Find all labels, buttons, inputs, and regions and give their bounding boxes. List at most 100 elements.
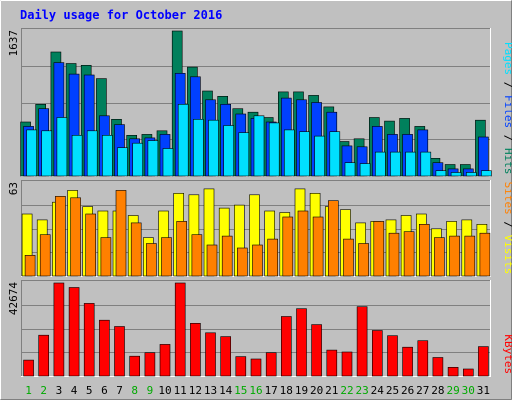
legend-entry: /	[502, 215, 512, 235]
bar-sites	[221, 235, 233, 277]
x-tick-label: 1	[25, 384, 32, 397]
bar-sites	[130, 222, 142, 277]
bar-sites	[479, 232, 491, 277]
bar-pages	[299, 131, 310, 177]
bar-pages	[450, 172, 462, 177]
bar-pages	[420, 151, 432, 177]
bar-sites	[267, 238, 279, 277]
bar-pages	[314, 135, 325, 177]
bar-sites	[70, 197, 81, 277]
y-max-label: 42674	[7, 282, 20, 315]
legend-entry: Hits	[502, 148, 512, 175]
bar-sites	[191, 234, 203, 277]
bar-pages	[41, 130, 53, 177]
bar-kbytes	[326, 349, 338, 377]
x-tick-label: 5	[86, 384, 93, 397]
bar-pages	[102, 135, 113, 177]
bar-pages	[177, 104, 189, 177]
bar-pages	[238, 132, 250, 177]
bar-sites	[449, 235, 460, 277]
x-tick-label: 25	[386, 384, 399, 397]
bar-pages	[465, 172, 477, 177]
bar-sites	[100, 237, 112, 277]
panel-visits-sites: 63 Sites / Visits	[7, 180, 512, 277]
y-max-label: 63	[7, 182, 20, 195]
x-tick-label: 21	[325, 384, 338, 397]
x-tick-label: 10	[158, 384, 171, 397]
bar-kbytes	[447, 366, 459, 377]
bar-kbytes	[129, 355, 140, 377]
bar-pages	[26, 129, 37, 177]
y-max-label: 1637	[7, 30, 20, 57]
x-tick-label: 13	[204, 384, 217, 397]
x-tick-label: 2	[40, 384, 47, 397]
bar-kbytes	[341, 351, 353, 377]
legend-entry: Files	[502, 95, 512, 128]
bar-kbytes	[250, 358, 262, 377]
x-tick-label: 22	[340, 384, 353, 397]
bar-pages	[329, 131, 341, 177]
bar-sites	[146, 243, 157, 277]
bar-kbytes	[402, 346, 413, 377]
bar-sites	[176, 221, 187, 277]
legend-entry: /	[502, 128, 512, 148]
bar-pages	[71, 135, 83, 177]
x-tick-label: 27	[416, 384, 429, 397]
legend-label: Sites / Visits	[502, 182, 512, 275]
x-tick-label: 7	[116, 384, 123, 397]
bar-sites	[327, 200, 339, 277]
bar-kbytes	[99, 319, 110, 377]
bar-pages	[162, 148, 174, 177]
bar-pages	[268, 122, 280, 177]
bar-pages	[253, 115, 265, 177]
legend-entry: Pages	[502, 42, 512, 75]
bar-kbytes	[432, 357, 444, 377]
bar-sites	[85, 213, 96, 277]
bar-pages	[56, 117, 68, 177]
x-tick-label: 17	[265, 384, 278, 397]
bar-kbytes	[190, 322, 201, 377]
bar-kbytes	[144, 352, 156, 377]
bar-kbytes	[23, 359, 34, 377]
bar-pages	[117, 147, 128, 177]
bar-sites	[388, 232, 400, 277]
bar-kbytes	[68, 287, 80, 377]
bar-sites	[39, 234, 51, 277]
chart-title: Daily usage for October 2016	[20, 8, 222, 22]
bar-pages	[344, 162, 356, 177]
bar-kbytes	[265, 352, 277, 377]
bar-sites	[252, 244, 263, 277]
bar-pages	[359, 163, 371, 177]
bar-sites	[418, 224, 430, 277]
x-tick-label: 19	[295, 384, 308, 397]
bar-files	[478, 136, 489, 177]
legend-label: Pages / Files / Hits	[502, 42, 512, 175]
x-tick-label: 3	[56, 384, 63, 397]
bar-pages	[435, 170, 447, 177]
x-tick-label: 12	[189, 384, 202, 397]
x-tick-label: 24	[371, 384, 385, 397]
x-tick-label: 15	[234, 384, 247, 397]
bar-kbytes	[53, 282, 65, 377]
bar-sites	[297, 210, 309, 277]
bar-kbytes	[371, 330, 383, 377]
bar-sites	[464, 235, 476, 277]
bar-pages	[147, 140, 159, 177]
bar-kbytes	[114, 326, 125, 377]
bar-kbytes	[83, 303, 95, 377]
x-tick-label: 29	[446, 384, 459, 397]
bar-kbytes	[387, 335, 398, 377]
bar-kbytes	[220, 336, 231, 377]
bar-kbytes	[280, 316, 292, 377]
bar-sites	[312, 216, 324, 277]
x-tick-label: 18	[280, 384, 293, 397]
bar-kbytes	[235, 356, 247, 377]
bar-kbytes	[38, 334, 50, 377]
x-tick-label: 14	[219, 384, 233, 397]
legend-entry: Visits	[502, 235, 512, 275]
bar-kbytes	[417, 340, 429, 377]
bar-kbytes	[478, 346, 489, 377]
bar-sites	[206, 244, 218, 277]
x-tick-label: 16	[249, 384, 262, 397]
x-tick-label: 28	[431, 384, 444, 397]
